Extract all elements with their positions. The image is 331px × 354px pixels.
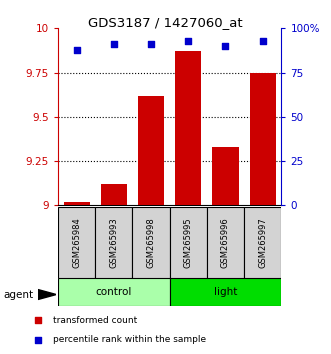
Bar [169,207,207,278]
Text: GSM265996: GSM265996 [221,217,230,268]
Text: percentile rank within the sample: percentile rank within the sample [53,335,207,344]
Text: agent: agent [3,290,33,299]
Bar [132,207,169,278]
Bar [213,147,239,205]
Point [260,38,265,44]
Text: GSM265998: GSM265998 [147,217,156,268]
Bar [64,202,90,205]
Text: GSM265993: GSM265993 [109,217,118,268]
Point [186,38,191,44]
Bar [58,278,169,306]
Bar [169,278,281,306]
Bar [58,207,95,278]
Bar [101,184,127,205]
Text: light: light [214,287,237,297]
Point [223,43,228,49]
Text: transformed count: transformed count [53,315,138,325]
Bar [250,73,276,205]
Bar [207,207,244,278]
Text: control: control [96,287,132,297]
Bar [175,51,201,205]
Text: GDS3187 / 1427060_at: GDS3187 / 1427060_at [88,16,243,29]
Bar [244,207,281,278]
Point [36,337,41,342]
Point [111,41,117,47]
Text: GSM265997: GSM265997 [258,217,267,268]
Polygon shape [38,290,56,299]
Bar [95,207,132,278]
Bar [138,96,164,205]
Point [36,317,41,323]
Point [148,41,154,47]
Point [74,47,79,52]
Text: GSM265984: GSM265984 [72,217,81,268]
Text: GSM265995: GSM265995 [184,217,193,268]
